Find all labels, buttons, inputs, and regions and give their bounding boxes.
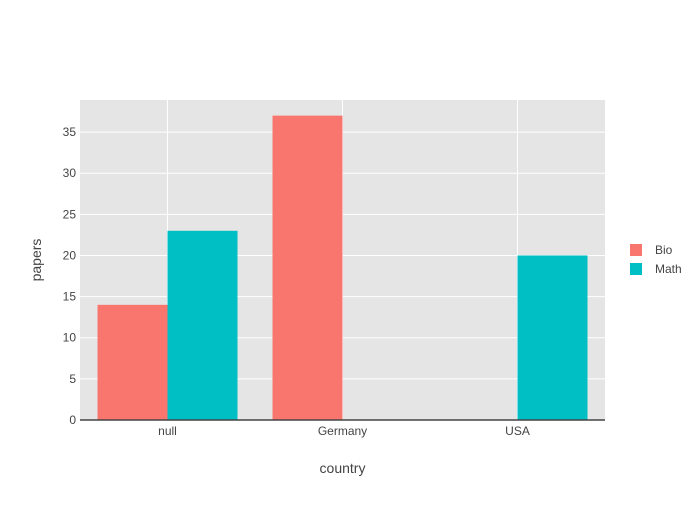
legend-label-math: Math xyxy=(655,262,682,276)
bar-math-usa xyxy=(517,255,588,420)
y-tick-label: 25 xyxy=(63,207,77,221)
y-tick-label: 30 xyxy=(63,166,77,180)
legend: Bio Math xyxy=(630,243,682,276)
y-axis-ticks: 0 5 10 15 20 25 30 35 xyxy=(63,125,77,427)
legend-swatch-bio xyxy=(630,244,642,256)
legend-label-bio: Bio xyxy=(655,243,673,257)
x-tick-label: null xyxy=(158,424,177,438)
legend-swatch-math xyxy=(630,263,642,275)
bar-bio-null xyxy=(97,304,168,420)
bar-bio-germany xyxy=(272,115,343,420)
y-tick-label: 20 xyxy=(63,248,77,262)
y-tick-label: 15 xyxy=(63,290,77,304)
bars xyxy=(97,115,588,420)
x-axis-ticks: null Germany USA xyxy=(158,424,530,438)
y-tick-label: 35 xyxy=(63,125,77,139)
x-tick-label: Germany xyxy=(318,424,367,438)
y-tick-label: 0 xyxy=(69,413,76,427)
bar-math-null xyxy=(167,230,238,420)
y-tick-label: 5 xyxy=(69,372,76,386)
x-axis-title: country xyxy=(320,460,366,476)
y-axis-title: papers xyxy=(28,239,44,282)
y-tick-label: 10 xyxy=(63,331,77,345)
x-tick-label: USA xyxy=(505,424,530,438)
